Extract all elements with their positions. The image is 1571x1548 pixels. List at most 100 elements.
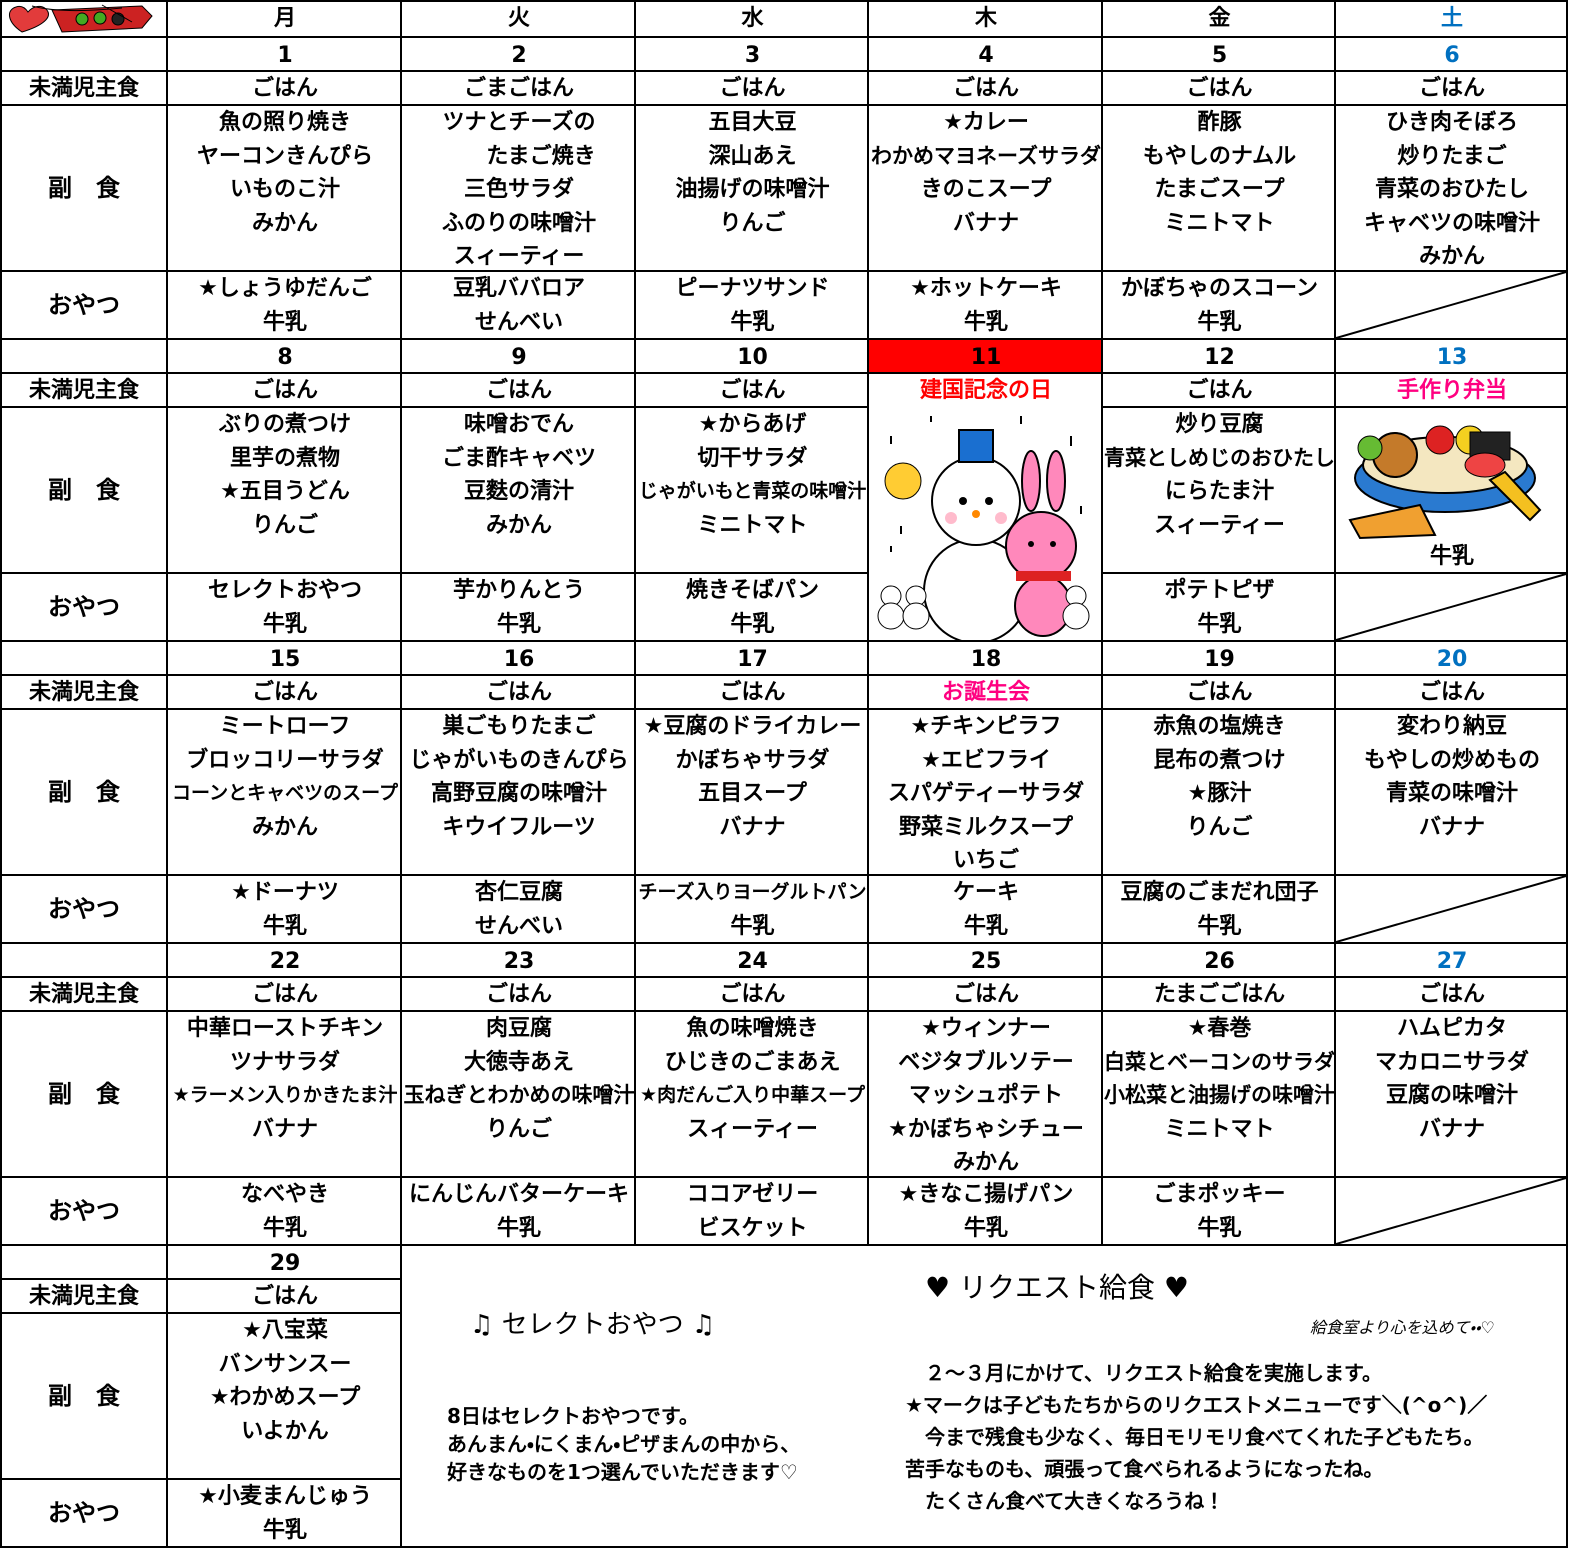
staple-cell <box>1336 978 1568 1012</box>
staple-item: ごはん <box>1186 680 1253 705</box>
snack-item: にんじんバターケーキ <box>408 1182 629 1207</box>
side-item: 五目スープ <box>698 781 807 806</box>
slash-line <box>1336 574 1567 641</box>
side-item: コーンとキャベツのスープ <box>172 782 398 804</box>
side-item: じゃがいもと青菜の味噌汁 <box>638 480 867 502</box>
snack-item: ポテトピザ <box>1164 578 1275 603</box>
side-cell <box>869 710 1103 876</box>
side-item: みかん <box>1418 244 1485 269</box>
date: 25 <box>970 949 1002 974</box>
side-item: ぶりの煮つけ <box>218 412 351 437</box>
side-item: ツナサラダ <box>229 1049 340 1075</box>
side-item: 中華ローストチキン <box>186 1016 384 1041</box>
snack-cell <box>1103 1178 1336 1246</box>
weekday: 木 <box>974 6 997 31</box>
side-cell <box>168 106 402 272</box>
snack-cell <box>869 1178 1103 1246</box>
no-snack-slash <box>1336 1178 1567 1245</box>
side-item: ★八宝菜 <box>242 1318 328 1343</box>
staple-item: ごはん <box>1186 378 1253 403</box>
side-cell <box>636 710 869 876</box>
side-item: バナナ <box>952 210 1019 236</box>
side-item: ★エビフライ <box>921 747 1051 773</box>
side-item: ★豆腐のドライカレー <box>643 714 862 739</box>
row-label: 未満児主食 <box>28 982 139 1007</box>
side-item: 青菜としめじのおひたし <box>1104 445 1335 470</box>
weekday: 金 <box>1208 6 1231 31</box>
select-title: ♫ セレクトおやつ ♫ <box>470 1310 716 1340</box>
side-item: 赤魚の塩焼き <box>1153 714 1286 739</box>
snack-item: ビスケット <box>697 1215 808 1241</box>
side-item: ★わかめスープ <box>209 1385 361 1410</box>
side-item: ふのりの味噌汁 <box>441 210 596 236</box>
snack-item: 焼きそばパン <box>685 578 820 603</box>
side-item: バナナ <box>251 1116 318 1142</box>
staple-cell <box>869 676 1103 710</box>
side-item: 白菜とベーコンのサラダ <box>1104 1049 1335 1074</box>
request-line: たくさん食べて大きくなろうね！ <box>905 1489 1225 1513</box>
side-cell <box>402 408 636 574</box>
side-item: 酢豚 <box>1197 110 1242 135</box>
staple-cell <box>168 374 402 408</box>
side-item: ベジタブルソテー <box>898 1049 1074 1075</box>
staple-item: ごはん <box>719 680 786 705</box>
staple-item: ごはん <box>251 1284 318 1309</box>
side-cell <box>168 710 402 876</box>
row-label: おやつ <box>48 593 120 621</box>
snack-item: 牛乳 <box>262 913 307 939</box>
side-item: りんご <box>485 1116 552 1142</box>
date-cell <box>1336 340 1568 374</box>
side-item: みかん <box>485 512 552 538</box>
side-item: 牛乳 <box>1429 544 1474 569</box>
side-cell <box>1103 1012 1336 1178</box>
row-label: 副 食 <box>48 476 120 504</box>
side-item: ★春巻 <box>1187 1016 1252 1041</box>
date: 26 <box>1204 949 1235 974</box>
row-label: 未満児主食 <box>28 680 139 705</box>
staple-cell <box>168 676 402 710</box>
staple-item: ごはん <box>251 982 318 1007</box>
date-cell <box>402 642 636 676</box>
side-item: ひじきのごまあえ <box>664 1049 841 1075</box>
label-cell <box>0 710 168 876</box>
request-line: 苦手なものも、頑張って食べられるようになったね。 <box>905 1457 1384 1481</box>
staple-item: ごはん <box>719 76 786 101</box>
label-cell <box>0 72 168 106</box>
snack-item: 牛乳 <box>496 1215 541 1241</box>
side-item: 高野豆腐の味噌汁 <box>430 781 607 806</box>
snack-item: 牛乳 <box>963 913 1008 939</box>
snack-cell <box>168 272 402 340</box>
side-item: じゃがいものきんぴら <box>409 747 629 773</box>
side-item: たまごスープ <box>1154 177 1285 202</box>
label-blank <box>0 340 168 374</box>
date-cell <box>1103 38 1336 72</box>
side-item: ★五目うどん <box>220 479 350 504</box>
snack-cell <box>1336 1178 1568 1246</box>
row-label: 副 食 <box>48 1080 120 1108</box>
date-cell <box>168 38 402 72</box>
side-item: バナナ <box>719 814 786 840</box>
date-cell <box>1103 340 1336 374</box>
label-cell <box>0 676 168 710</box>
side-item: 昆布の煮つけ <box>1153 747 1286 773</box>
staple-cell <box>168 1280 402 1314</box>
staple-item: ごはん <box>1418 680 1485 705</box>
side-item: キャベツの味噌汁 <box>1363 210 1540 236</box>
side-cell <box>168 1314 402 1480</box>
staple-item: ごはん <box>485 982 552 1007</box>
date-cell <box>1336 38 1568 72</box>
side-cell <box>1103 408 1336 574</box>
holiday-name: 建国記念の日 <box>919 378 1052 403</box>
side-item: 味噌おでん <box>463 412 574 437</box>
staple-cell <box>168 978 402 1012</box>
weekday: 土 <box>1440 6 1463 31</box>
weekday: 水 <box>741 6 764 31</box>
side-item: 三色サラダ <box>463 177 574 202</box>
label-cell <box>0 574 168 642</box>
notes-area <box>402 1246 1568 1548</box>
snack-item: セレクトおやつ <box>207 578 362 603</box>
row-label: 副 食 <box>48 174 120 202</box>
side-item: きのこスープ <box>920 177 1052 202</box>
staple-item: たまごごはん <box>1153 982 1286 1007</box>
side-item: ミニトマト <box>1164 210 1275 236</box>
